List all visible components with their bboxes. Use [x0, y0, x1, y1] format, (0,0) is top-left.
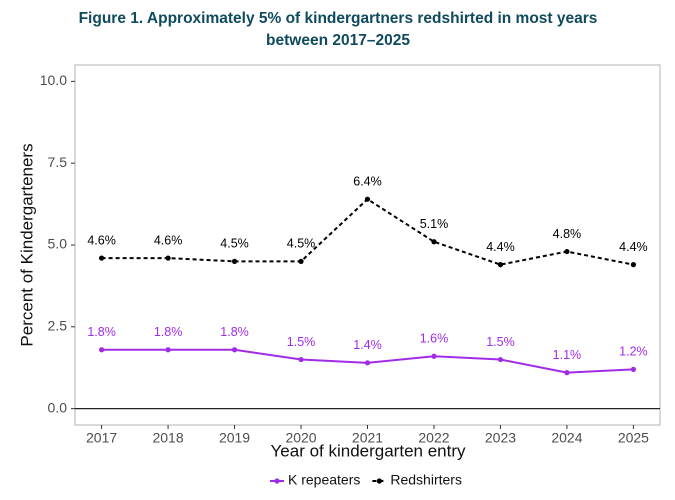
data-label: 1.5% [486, 335, 515, 349]
data-label: 4.4% [619, 240, 648, 254]
x-tick-label: 2023 [485, 430, 516, 446]
x-tick-label: 2024 [551, 430, 582, 446]
data-label: 4.5% [287, 237, 316, 251]
data-point [431, 353, 437, 359]
data-label: 1.8% [154, 325, 183, 339]
x-tick-label: 2017 [86, 430, 117, 446]
legend-marker [274, 478, 280, 484]
data-label: 1.2% [619, 345, 648, 359]
x-tick-label: 2020 [285, 430, 316, 446]
y-tick-label: 2.5 [48, 318, 68, 334]
data-point [231, 258, 238, 264]
chart-title-line2: between 2017–2025 [266, 32, 410, 49]
data-label: 1.6% [420, 332, 449, 346]
y-tick-label: 5.0 [48, 236, 68, 252]
data-point [165, 255, 171, 261]
y-tick-label: 0.0 [48, 399, 68, 415]
data-point [298, 356, 304, 363]
data-label: 1.8% [87, 325, 116, 339]
chart-title: Figure 1. Approximately 5% of kindergart… [79, 10, 598, 27]
data-label: 1.1% [553, 348, 582, 362]
x-tick-label: 2019 [219, 430, 250, 446]
data-point [497, 356, 504, 363]
y-tick-label: 7.5 [48, 154, 68, 170]
data-point [497, 262, 504, 268]
data-point [564, 248, 570, 255]
x-tick-label: 2018 [152, 430, 183, 446]
data-label: 4.5% [220, 237, 249, 251]
legend: K repeaters Redshirters [270, 472, 462, 488]
x-axis-title: Year of kindergarten entry [271, 441, 466, 460]
data-label: 6.4% [353, 174, 382, 188]
data-point [364, 360, 371, 366]
data-label: 4.6% [87, 233, 116, 247]
data-point [431, 239, 437, 245]
data-point [98, 255, 105, 261]
data-point [630, 262, 637, 268]
y-axis-title: Percent of Kindergarteners [17, 143, 36, 346]
data-label: 4.6% [154, 233, 183, 247]
data-point [364, 196, 371, 202]
data-point [298, 258, 304, 264]
x-tick-label: 2021 [352, 430, 383, 446]
data-label: 4.4% [486, 240, 515, 254]
legend-marker [376, 478, 382, 484]
y-tick-label: 10.0 [40, 72, 67, 88]
data-point [98, 347, 105, 353]
data-point [564, 370, 570, 376]
data-label: 4.8% [553, 227, 582, 241]
data-point [231, 347, 238, 353]
x-tick-label: 2022 [418, 430, 449, 446]
legend-label: K repeaters [288, 472, 360, 488]
data-label: 1.4% [353, 338, 382, 352]
x-tick-label: 2025 [618, 430, 649, 446]
data-point [630, 366, 637, 372]
data-label: 1.8% [220, 325, 249, 339]
legend-label: Redshirters [390, 472, 462, 488]
data-label: 5.1% [420, 217, 449, 231]
data-label: 1.5% [287, 335, 316, 349]
data-point [165, 347, 171, 353]
